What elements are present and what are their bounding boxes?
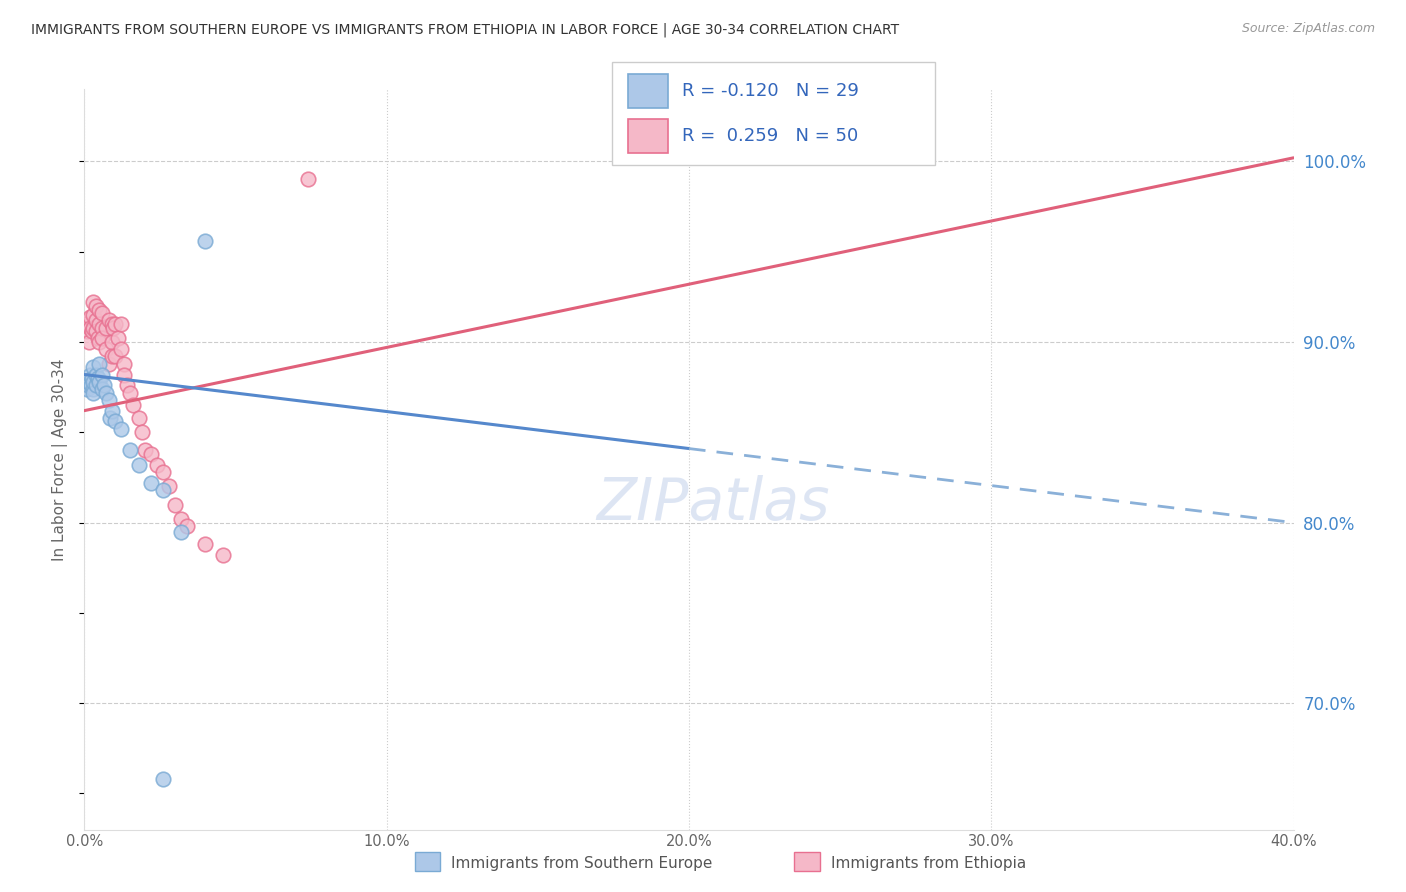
Point	[86, 313, 108, 327]
Point	[82, 375, 104, 389]
Point	[110, 422, 132, 436]
Point	[104, 317, 127, 331]
Point	[91, 331, 114, 345]
Point	[82, 295, 104, 310]
Point	[146, 458, 169, 472]
Point	[94, 320, 117, 334]
Point	[76, 382, 98, 396]
Point	[134, 443, 156, 458]
Point	[97, 313, 120, 327]
Point	[170, 512, 193, 526]
Point	[115, 378, 138, 392]
Point	[128, 410, 150, 425]
Point	[86, 368, 108, 382]
Point	[79, 368, 101, 382]
Point	[104, 414, 127, 428]
Point	[131, 425, 153, 440]
Point	[77, 334, 100, 349]
Point	[87, 371, 110, 385]
Text: Source: ZipAtlas.com: Source: ZipAtlas.com	[1241, 22, 1375, 36]
Point	[194, 537, 217, 551]
Point	[152, 483, 174, 497]
Point	[176, 519, 198, 533]
Point	[76, 324, 98, 338]
Point	[107, 331, 129, 345]
Point	[89, 302, 111, 317]
Point	[152, 772, 174, 786]
Text: Immigrants from Ethiopia: Immigrants from Ethiopia	[831, 856, 1026, 871]
Point	[212, 548, 235, 562]
Point	[93, 378, 115, 392]
Point	[152, 465, 174, 479]
Point	[89, 357, 111, 371]
Point	[94, 385, 117, 400]
Point	[77, 375, 100, 389]
Point	[82, 308, 104, 322]
Text: R =  0.259   N = 50: R = 0.259 N = 50	[682, 128, 858, 145]
Point	[91, 382, 114, 396]
Point	[87, 331, 110, 345]
Point	[80, 378, 103, 392]
Point	[89, 317, 111, 331]
Point	[82, 320, 104, 334]
Point	[82, 385, 104, 400]
Point	[100, 317, 122, 331]
Point	[112, 357, 135, 371]
Point	[79, 320, 101, 334]
Y-axis label: In Labor Force | Age 30-34: In Labor Force | Age 30-34	[52, 358, 69, 561]
Point	[91, 320, 114, 334]
Point	[89, 334, 111, 349]
Point	[98, 410, 121, 425]
Point	[112, 368, 135, 382]
Point	[118, 443, 141, 458]
Point	[118, 385, 141, 400]
Text: IMMIGRANTS FROM SOUTHERN EUROPE VS IMMIGRANTS FROM ETHIOPIA IN LABOR FORCE | AGE: IMMIGRANTS FROM SOUTHERN EUROPE VS IMMIG…	[31, 22, 898, 37]
Point	[86, 378, 108, 392]
Point	[165, 498, 187, 512]
Point	[157, 479, 180, 493]
Point	[100, 403, 122, 417]
Point	[94, 343, 117, 357]
Point	[170, 524, 193, 539]
Point	[80, 324, 103, 338]
Text: Immigrants from Southern Europe: Immigrants from Southern Europe	[451, 856, 713, 871]
Point	[89, 375, 111, 389]
Point	[86, 324, 108, 338]
Point	[128, 458, 150, 472]
Point	[75, 317, 97, 331]
Point	[101, 320, 124, 334]
Point	[110, 317, 132, 331]
Point	[139, 475, 162, 490]
Point	[82, 382, 104, 396]
Point	[100, 350, 122, 364]
Point	[80, 371, 103, 385]
Text: ZIPatlas: ZIPatlas	[596, 475, 830, 533]
Point	[100, 334, 122, 349]
Point	[86, 299, 108, 313]
Point	[139, 447, 162, 461]
Point	[194, 234, 217, 248]
Point	[79, 310, 101, 324]
Point	[297, 172, 319, 186]
Text: R = -0.120   N = 29: R = -0.120 N = 29	[682, 82, 859, 100]
Point	[104, 350, 127, 364]
Point	[77, 378, 100, 392]
Point	[91, 368, 114, 382]
Point	[91, 306, 114, 320]
Point	[97, 392, 120, 407]
Point	[82, 360, 104, 375]
Point	[97, 357, 120, 371]
Point	[110, 343, 132, 357]
Point	[121, 398, 143, 412]
